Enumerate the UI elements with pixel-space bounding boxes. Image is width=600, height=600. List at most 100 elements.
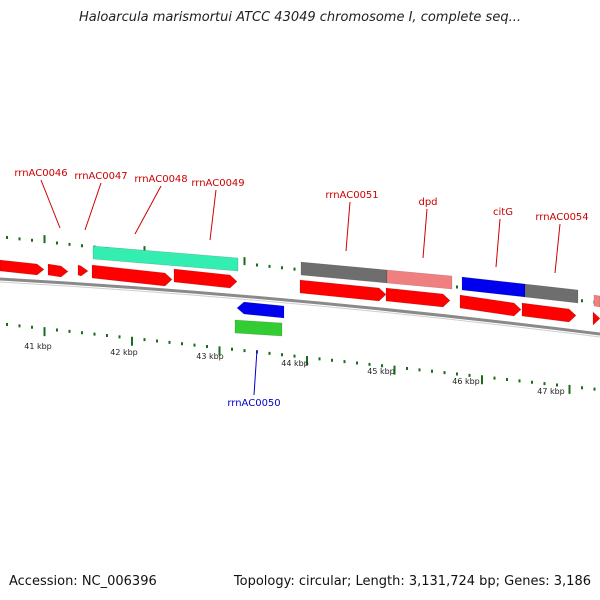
outer-tick (68, 242, 71, 246)
inner-tick (268, 351, 271, 355)
inner-tick (93, 332, 96, 336)
inner-tick (106, 334, 108, 337)
rrna-arrow (173, 268, 238, 289)
inner-tick (581, 386, 583, 390)
backbone-shadow (0, 281, 600, 338)
inner-tick (531, 380, 533, 384)
inner-tick (31, 325, 33, 329)
outer-tick (31, 238, 33, 242)
inner-tick (243, 349, 246, 353)
inner-tick (293, 354, 296, 358)
inner-tick (506, 378, 508, 381)
rrna-arrow (0, 259, 45, 276)
scale-label: 46 kbp (452, 377, 480, 386)
gene-label: rrnAC0046 (14, 168, 67, 179)
inner-tick (543, 382, 546, 386)
label-leader (554, 223, 561, 274)
inner-tick (18, 324, 21, 328)
outer-tick (143, 246, 146, 255)
gray-feature (300, 261, 388, 284)
inner-tick (518, 379, 521, 383)
gene-label: dpd (418, 197, 437, 208)
label-leader (40, 179, 61, 229)
inner-tick (306, 356, 308, 365)
inner-tick (343, 360, 346, 364)
rrna-arrow (47, 263, 69, 278)
rrna-arrow (592, 311, 600, 326)
inner-tick (56, 328, 58, 332)
teal-feature (92, 245, 239, 272)
gray-feature (524, 283, 579, 304)
gene-label: rrnAC0048 (134, 174, 187, 185)
feature-track (0, 245, 600, 337)
pink-feature (386, 269, 453, 290)
outer-tick (281, 266, 283, 270)
inner-tick (368, 362, 371, 366)
inner-tick (568, 384, 571, 394)
gene-label: rrnAC0050 (227, 398, 280, 409)
inner-tick (168, 340, 171, 344)
inner-tick (456, 372, 458, 376)
inner-tick (356, 361, 358, 365)
gene-label: rrnAC0049 (191, 178, 244, 189)
scale-label: 45 kbp (367, 367, 395, 376)
rrna-arrow (77, 264, 89, 277)
outer-tick (456, 285, 458, 289)
inner-tick (556, 383, 558, 387)
gene-label: rrnAC0051 (325, 190, 378, 201)
inner-tick (181, 342, 183, 346)
inner-tick (193, 343, 196, 347)
inner-tick (6, 323, 8, 326)
genome-summary: Topology: circular; Length: 3,131,724 bp… (233, 574, 591, 589)
gene-label: citG (493, 207, 513, 218)
outer-tick (43, 235, 46, 244)
scale-label: 43 kbp (196, 352, 224, 361)
outer-tick (268, 264, 271, 268)
outer-tick (256, 263, 258, 267)
label-leader (134, 185, 162, 235)
label-leaders (40, 179, 561, 396)
inner-tick (118, 335, 121, 339)
label-leader (209, 189, 217, 241)
inner-tick (393, 365, 396, 375)
scale-label: 42 kbp (110, 348, 138, 357)
gene-label: rrnAC0047 (74, 171, 127, 182)
accession-text: Accession: NC_006396 (9, 574, 157, 589)
backbone-line (0, 277, 600, 336)
inner-tick (418, 368, 421, 372)
scale-label: 44 kbp (281, 359, 309, 368)
map-title: Haloarcula marismortui ATCC 43049 chromo… (79, 10, 521, 25)
inner-tick (493, 376, 496, 380)
inner-tick (481, 375, 483, 385)
inner-tick (468, 373, 471, 377)
blue-arrow-reverse (236, 301, 285, 319)
rrna-arrow (91, 264, 173, 287)
backbone-track (0, 277, 600, 338)
inner-tick (381, 364, 383, 368)
label-leader (345, 201, 351, 252)
scale-label: 47 kbp (537, 387, 565, 396)
inner-tick (218, 346, 221, 356)
inner-tick (443, 371, 446, 375)
label-leader (422, 208, 428, 259)
inner-tick (206, 345, 208, 348)
pink-feature (593, 294, 600, 308)
rrna-arrow (385, 287, 451, 308)
inner-tick (331, 358, 333, 362)
inner-tick (593, 387, 596, 391)
inner-tick (81, 331, 83, 335)
inner-tick (131, 336, 133, 346)
gene-labels: rrnAC0046 rrnAC0047 rrnAC0048 rrnAC0049 rrnA… (14, 168, 588, 409)
gene-label: rrnAC0054 (535, 212, 588, 223)
outer-tick (293, 267, 296, 271)
label-leader (253, 349, 258, 396)
rrna-arrow (459, 294, 522, 317)
inner-tick (231, 347, 233, 351)
inner-tick (431, 369, 433, 373)
label-leader (495, 218, 501, 268)
scale-labels: 41 kbp 42 kbp 43 kbp 44 kbp 45 kbp 46 kbp 47 k… (24, 342, 565, 396)
label-leader (84, 182, 102, 231)
inner-tick (281, 353, 283, 357)
inner-tick (43, 327, 46, 337)
